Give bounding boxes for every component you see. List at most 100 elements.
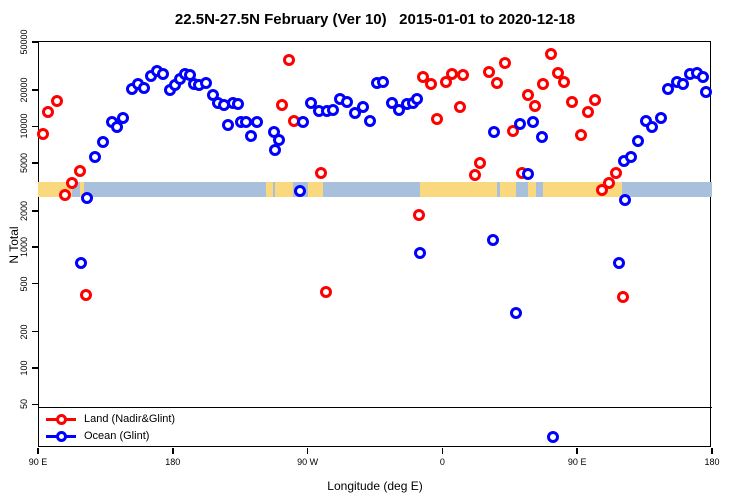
map-land-segment — [528, 181, 536, 198]
data-point-land — [490, 76, 503, 89]
data-point-ocean — [97, 135, 109, 148]
map-land-segment — [265, 181, 273, 198]
data-point-ocean — [244, 130, 257, 143]
map-land-segment — [419, 181, 497, 198]
data-point-ocean — [612, 257, 625, 270]
legend-label: Land (Nadir&Glint) — [84, 413, 176, 426]
data-point-ocean — [250, 116, 263, 129]
y-axis-tick — [32, 41, 38, 43]
data-point-land — [558, 75, 571, 88]
data-point-land — [275, 99, 288, 112]
data-point-ocean — [661, 82, 674, 95]
legend-item: Ocean (Glint) — [46, 428, 175, 445]
x-axis-tick-label: 180 — [704, 457, 720, 467]
data-point-land — [431, 112, 443, 125]
y-axis-tick-label: 100 — [19, 360, 29, 376]
data-point-ocean — [296, 116, 309, 129]
data-point-ocean — [513, 117, 526, 130]
y-axis-tick-label: 1000 — [19, 237, 29, 258]
data-point-land — [522, 88, 535, 101]
legend-land-marker-icon — [46, 413, 76, 426]
data-point-ocean — [509, 307, 522, 320]
data-point-ocean — [697, 70, 709, 83]
data-point-ocean — [80, 191, 93, 204]
threshold-line — [38, 406, 712, 409]
data-point-ocean — [536, 131, 548, 144]
x-axis-tick — [37, 448, 39, 454]
data-point-ocean — [74, 257, 87, 270]
data-point-ocean — [240, 116, 253, 129]
data-point-ocean — [618, 193, 631, 206]
data-point-ocean — [363, 115, 376, 128]
data-point-ocean — [676, 77, 689, 90]
data-point-ocean — [700, 85, 712, 98]
data-point-land — [65, 177, 78, 190]
y-axis-tick-label: 20000 — [19, 77, 29, 103]
x-axis-tick-label: 0 — [439, 457, 445, 467]
legend-dot — [56, 431, 67, 443]
y-axis-tick — [32, 125, 38, 128]
x-axis-tick-label: 90 E — [567, 457, 587, 467]
data-point-land — [528, 99, 541, 112]
data-point-ocean — [293, 185, 306, 198]
x-axis-tick-label: 180 — [165, 457, 181, 467]
data-point-land — [473, 156, 486, 169]
data-point-land — [482, 65, 495, 78]
data-point-land — [617, 290, 630, 303]
data-point-ocean — [645, 120, 658, 133]
data-point-ocean — [527, 115, 539, 128]
map-land-segment — [275, 181, 294, 198]
data-point-land — [609, 167, 622, 180]
y-axis-tick — [32, 246, 38, 248]
chart-title: 22.5N-27.5N February (Ver 10) 2015-01-01… — [174, 11, 576, 28]
data-point-ocean — [376, 76, 389, 89]
data-point-land — [544, 47, 557, 60]
data-point-ocean — [487, 233, 500, 246]
x-axis-tick — [711, 448, 713, 454]
data-point-land — [581, 105, 594, 118]
data-point-land — [552, 66, 565, 79]
map-land-segment — [308, 181, 324, 198]
y-axis-tick — [32, 367, 38, 369]
data-point-land — [589, 94, 602, 107]
data-point-land — [445, 67, 458, 80]
data-point-ocean — [110, 120, 123, 133]
legend-dot — [56, 414, 67, 426]
data-point-ocean — [231, 98, 244, 111]
x-axis-title: Longitude (deg E) — [327, 479, 423, 493]
data-point-land — [320, 285, 333, 298]
y-axis-tick-label: 50000 — [19, 29, 29, 55]
data-point-land — [73, 164, 86, 177]
x-axis-tick — [441, 448, 444, 454]
data-point-land — [425, 77, 438, 90]
data-point-ocean — [89, 150, 102, 163]
data-point-ocean — [326, 104, 339, 117]
data-point-ocean — [522, 167, 535, 180]
data-point-ocean — [357, 100, 370, 113]
y-axis-tick-label: 500 — [19, 276, 29, 292]
legend-label: Ocean (Glint) — [84, 430, 150, 443]
data-point-ocean — [116, 112, 129, 125]
data-point-ocean — [222, 118, 235, 131]
data-point-ocean — [268, 143, 281, 156]
data-point-ocean — [272, 134, 285, 147]
data-point-land — [36, 127, 49, 140]
data-point-ocean — [340, 96, 353, 109]
y-axis-tick — [32, 282, 38, 285]
data-point-land — [537, 77, 550, 90]
data-point-ocean — [487, 125, 500, 138]
data-point-ocean — [200, 76, 213, 89]
data-point-ocean — [624, 150, 637, 163]
data-point-ocean — [410, 92, 423, 105]
x-axis-tick — [172, 448, 174, 454]
data-point-land — [79, 289, 92, 302]
data-point-land — [314, 167, 327, 180]
x-axis-tick — [576, 448, 578, 454]
data-point-land — [565, 96, 578, 109]
y-axis-tick — [32, 89, 38, 91]
data-point-land — [58, 189, 71, 202]
data-point-land — [51, 94, 64, 107]
data-point-ocean — [546, 430, 559, 443]
x-axis-tick — [306, 448, 309, 454]
